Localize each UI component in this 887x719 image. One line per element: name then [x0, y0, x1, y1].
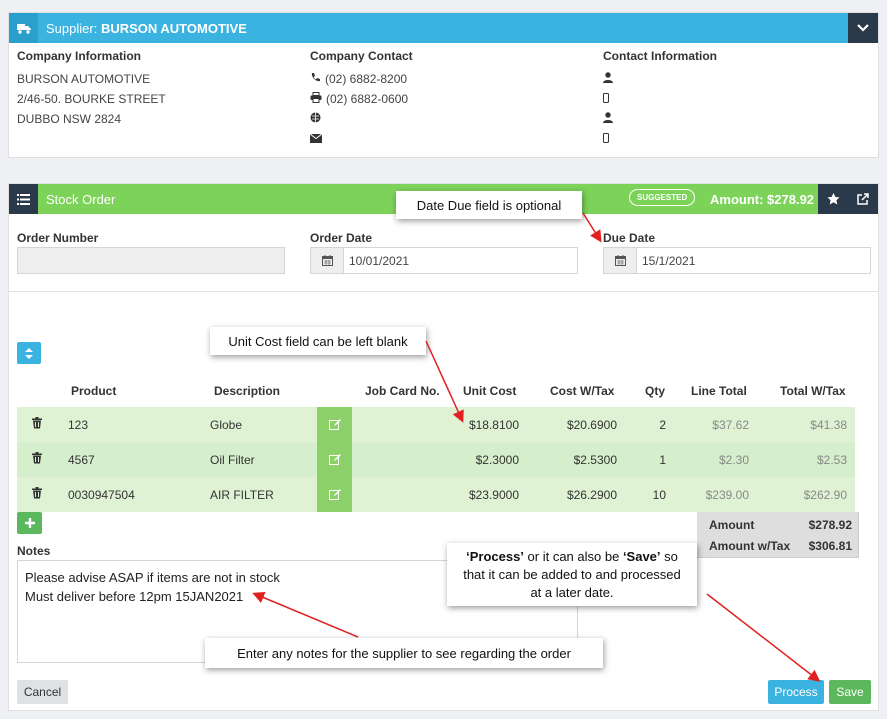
sort-icon[interactable]: [17, 342, 41, 364]
description-cell: Globe: [210, 418, 243, 432]
notes-label: Notes: [17, 544, 51, 558]
list-icon: [9, 184, 38, 214]
stock-order-title: Stock Order: [46, 191, 116, 207]
col-cost-wtax: Cost W/Tax: [550, 384, 615, 398]
order-amount: Amount: $278.92: [710, 192, 815, 207]
totals-box: Amount $278.92 Amount w/Tax $306.81: [697, 512, 859, 558]
supplier-panel: Supplier: BURSON AUTOMOTIVE Company Info…: [8, 12, 879, 158]
trash-icon[interactable]: [32, 452, 42, 467]
company-contact: Company Contact (02) 6882-8200 (02) 6882…: [309, 49, 413, 149]
col-unit-cost: Unit Cost: [463, 384, 517, 398]
notes-textarea[interactable]: Please advise ASAP if items are not in s…: [17, 560, 578, 663]
total-wtax-cell: $41.38: [810, 418, 847, 432]
qty-cell: 10: [652, 488, 666, 502]
mobile-icon: [603, 92, 609, 106]
stock-order-panel: Stock Order SUGGESTED Amount: $278.92 Or…: [8, 183, 879, 711]
product-cell: 0030947504: [68, 488, 135, 502]
col-qty: Qty: [645, 384, 666, 398]
table-row: 123 Globe $18.8100 $20.6900 2 $37.62 $41…: [17, 407, 855, 442]
contact-info-heading: Contact Information: [603, 49, 717, 63]
col-job-card: Job Card No.: [365, 384, 440, 398]
user-icon: [603, 112, 613, 126]
company-info-heading: Company Information: [17, 49, 142, 63]
amount-tax-value: $306.81: [808, 539, 852, 553]
trash-icon[interactable]: [32, 417, 42, 432]
col-total-wtax: Total W/Tax: [780, 384, 846, 398]
product-cell: 123: [68, 418, 89, 432]
order-number-label: Order Number: [17, 231, 99, 245]
notes-line: Must deliver before 12pm 15JAN2021: [25, 589, 244, 604]
unit-cost-cell: $18.8100: [468, 418, 519, 432]
phone-icon: [310, 72, 321, 86]
suggested-badge: SUGGESTED: [629, 189, 696, 206]
contact-information: Contact Information: [603, 49, 717, 149]
company-name: BURSON AUTOMOTIVE: [17, 72, 151, 86]
save-button[interactable]: Save: [829, 680, 871, 704]
col-line-total: Line Total: [691, 384, 747, 398]
amount-value: $278.92: [808, 518, 852, 532]
envelope-icon: [309, 132, 323, 146]
callout-unit-cost: Unit Cost field can be left blank: [210, 327, 426, 355]
line-total-cell: $239.00: [705, 488, 749, 502]
description-cell: AIR FILTER: [210, 488, 274, 502]
cost-wtax-cell: $20.6900: [566, 418, 617, 432]
divider: [9, 291, 878, 292]
trash-icon[interactable]: [32, 487, 42, 502]
truck-icon: [9, 13, 38, 43]
qty-cell: 1: [659, 453, 666, 467]
due-date-value: 15/1/2021: [642, 253, 696, 268]
total-wtax-cell: $262.90: [803, 488, 847, 502]
company-address: 2/46-50. BOURKE STREET: [17, 92, 166, 106]
notes-line: Please advise ASAP if items are not in s…: [25, 570, 280, 585]
cancel-button[interactable]: Cancel: [17, 680, 68, 704]
globe-icon: [310, 112, 321, 126]
line-total-cell: $2.30: [718, 453, 749, 467]
star-icon[interactable]: [818, 184, 848, 214]
col-description: Description: [214, 384, 281, 398]
supplier-title: Supplier: BURSON AUTOMOTIVE: [46, 20, 247, 36]
order-date-label: Order Date: [310, 231, 373, 245]
cost-wtax-cell: $2.5300: [573, 453, 617, 467]
callout-due-date: Date Due field is optional: [396, 191, 582, 219]
table-row: 0030947504 AIR FILTER $23.9000 $26.2900 …: [17, 477, 855, 512]
line-total-cell: $37.62: [712, 418, 749, 432]
unit-cost-cell: $2.3000: [475, 453, 519, 467]
amount-label: Amount: [709, 518, 755, 532]
company-information: Company Information BURSON AUTOMOTIVE 2/…: [17, 49, 166, 129]
company-city: DUBBO NSW 2824: [17, 112, 122, 126]
supplier-header[interactable]: Supplier: BURSON AUTOMOTIVE: [9, 13, 878, 43]
callout-process: ‘Process’ or it can also be ‘Save’ so th…: [447, 543, 697, 606]
mobile-icon: [603, 132, 609, 146]
product-cell: 4567: [68, 453, 95, 467]
due-date-label: Due Date: [603, 231, 656, 245]
phone-number: (02) 6882-8200: [325, 72, 408, 86]
col-product: Product: [71, 384, 117, 398]
order-date-value: 10/01/2021: [349, 253, 410, 268]
user-icon: [603, 72, 613, 86]
callout-notes: Enter any notes for the supplier to see …: [205, 638, 603, 668]
print-icon: [310, 92, 322, 106]
amount-tax-label: Amount w/Tax: [709, 539, 791, 553]
order-date-field[interactable]: 10/01/2021: [310, 247, 578, 274]
table-row: 4567 Oil Filter $2.3000 $2.5300 1 $2.30 …: [17, 442, 855, 477]
edit-icon[interactable]: [317, 442, 352, 477]
company-contact-heading: Company Contact: [310, 49, 413, 63]
edit-icon[interactable]: [317, 407, 352, 442]
unit-cost-cell: $23.9000: [468, 488, 519, 502]
description-cell: Oil Filter: [210, 453, 255, 467]
edit-icon[interactable]: [317, 477, 352, 512]
due-date-field[interactable]: 15/1/2021: [603, 247, 871, 274]
calendar-icon[interactable]: [311, 248, 344, 273]
process-button[interactable]: Process: [768, 680, 824, 704]
add-item-button[interactable]: [17, 512, 42, 534]
external-link-icon[interactable]: [848, 184, 878, 214]
plus-icon: [24, 518, 35, 528]
fax-number: (02) 6882-0600: [326, 92, 409, 106]
order-number-field[interactable]: [17, 247, 285, 274]
calendar-icon[interactable]: [604, 248, 637, 273]
qty-cell: 2: [659, 418, 666, 432]
chevron-down-icon[interactable]: [848, 13, 878, 43]
cost-wtax-cell: $26.2900: [566, 488, 617, 502]
total-wtax-cell: $2.53: [816, 453, 847, 467]
